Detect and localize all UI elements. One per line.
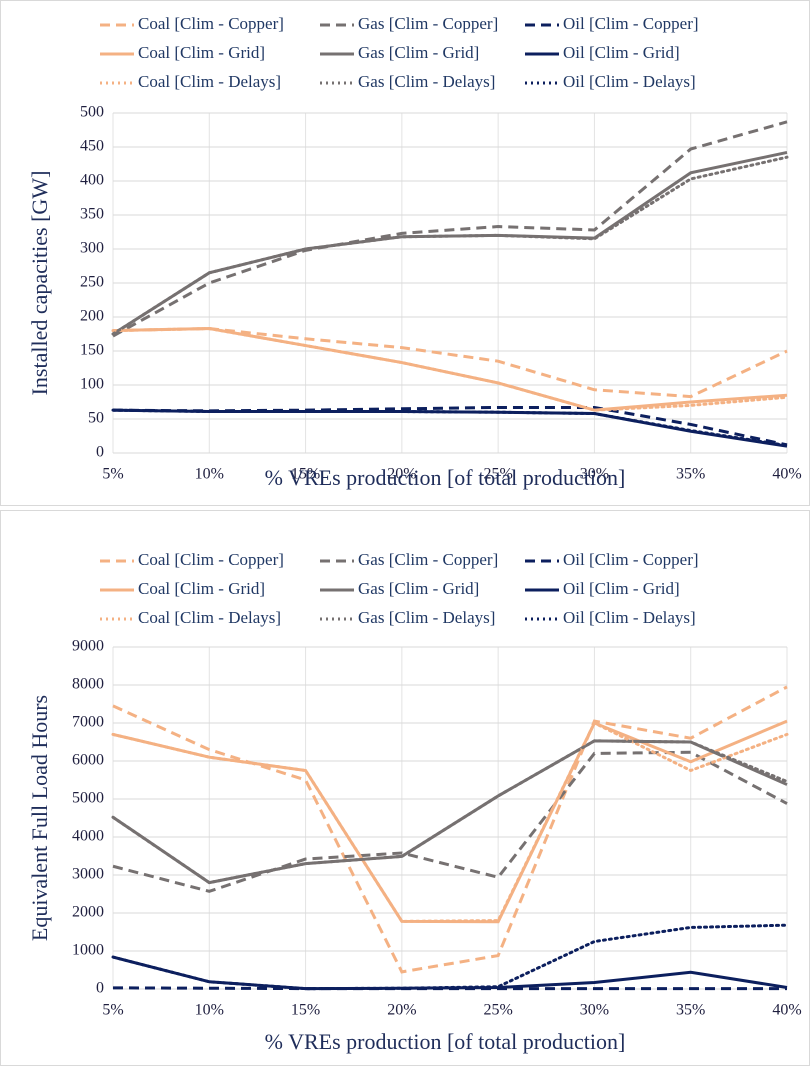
y-tick-label: 450 — [80, 138, 104, 155]
legend-label: Oil [Clim - Grid] — [563, 579, 680, 598]
legend-label: Oil [Clim - Copper] — [563, 550, 699, 569]
legend-label: Coal [Clim - Delays] — [138, 608, 281, 627]
series-line — [112, 120, 788, 338]
legend-label: Gas [Clim - Copper] — [358, 550, 498, 569]
y-tick-label: 8000 — [72, 676, 104, 693]
y-tick-label: 150 — [80, 342, 104, 359]
x-tick-label: 20% — [387, 1002, 416, 1019]
series-line — [111, 155, 789, 336]
y-axis-title: Equivalent Full Load Hours — [27, 695, 52, 941]
y-tick-label: 1000 — [72, 942, 104, 959]
y-tick-label: 250 — [80, 274, 104, 291]
x-tick-label: 35% — [676, 466, 705, 483]
legend-label: Coal [Clim - Copper] — [138, 14, 284, 33]
y-axis-title: Installed capacities [GW] — [27, 171, 52, 396]
x-axis-title: % VREs production [of total production] — [265, 1029, 626, 1054]
legend-label: Gas [Clim - Grid] — [358, 579, 479, 598]
series-line — [112, 750, 788, 893]
series-line — [112, 739, 788, 885]
series-line — [112, 327, 788, 412]
y-tick-label: 350 — [80, 206, 104, 223]
y-tick-label: 6000 — [72, 752, 104, 769]
legend-label: Oil [Clim - Copper] — [563, 14, 699, 33]
series-line — [112, 408, 788, 448]
x-tick-label: 10% — [195, 1002, 224, 1019]
series-line — [112, 955, 788, 991]
series-line — [111, 327, 789, 412]
series-line — [112, 327, 788, 399]
series-line — [111, 923, 789, 991]
x-tick-label: 25% — [483, 1002, 512, 1019]
legend-label: Gas [Clim - Copper] — [358, 14, 498, 33]
legend-label: Coal [Clim - Grid] — [138, 43, 265, 62]
y-tick-label: 100 — [80, 376, 104, 393]
x-tick-label: 5% — [102, 1002, 123, 1019]
y-tick-label: 300 — [80, 240, 104, 257]
series-line — [111, 720, 789, 923]
series-line — [112, 685, 788, 974]
y-tick-label: 0 — [96, 980, 104, 997]
legend-label: Oil [Clim - Delays] — [563, 72, 696, 91]
y-tick-label: 7000 — [72, 714, 104, 731]
x-tick-label: 15% — [291, 466, 320, 483]
legend-label: Gas [Clim - Grid] — [358, 43, 479, 62]
y-tick-label: 2000 — [72, 904, 104, 921]
y-tick-label: 4000 — [72, 828, 104, 845]
y-tick-label: 9000 — [72, 638, 104, 655]
series-line — [111, 739, 789, 885]
y-tick-label: 400 — [80, 172, 104, 189]
legend-label: Coal [Clim - Grid] — [138, 579, 265, 598]
series-line — [112, 150, 788, 336]
y-tick-label: 200 — [80, 308, 104, 325]
y-tick-label: 0 — [96, 444, 104, 461]
x-tick-label: 35% — [676, 1002, 705, 1019]
x-tick-label: 10% — [195, 466, 224, 483]
legend-label: Gas [Clim - Delays] — [358, 72, 495, 91]
legend-label: Oil [Clim - Grid] — [563, 43, 680, 62]
legend-label: Gas [Clim - Delays] — [358, 608, 495, 627]
legend-label: Coal [Clim - Copper] — [138, 550, 284, 569]
x-tick-label: 30% — [580, 466, 609, 483]
x-tick-label: 40% — [772, 466, 801, 483]
x-tick-label: 30% — [580, 1002, 609, 1019]
x-tick-label: 15% — [291, 1002, 320, 1019]
legend-label: Oil [Clim - Delays] — [563, 608, 696, 627]
y-tick-label: 50 — [88, 410, 104, 427]
x-tick-label: 40% — [772, 1002, 801, 1019]
x-tick-label: 20% — [387, 466, 416, 483]
legend-label: Coal [Clim - Delays] — [138, 72, 281, 91]
y-tick-label: 5000 — [72, 790, 104, 807]
x-tick-label: 5% — [102, 466, 123, 483]
y-tick-label: 500 — [80, 104, 104, 121]
x-axis-title: % VREs production [of total production] — [265, 465, 626, 490]
series-line — [111, 408, 789, 448]
y-tick-label: 3000 — [72, 866, 104, 883]
x-tick-label: 25% — [483, 466, 512, 483]
